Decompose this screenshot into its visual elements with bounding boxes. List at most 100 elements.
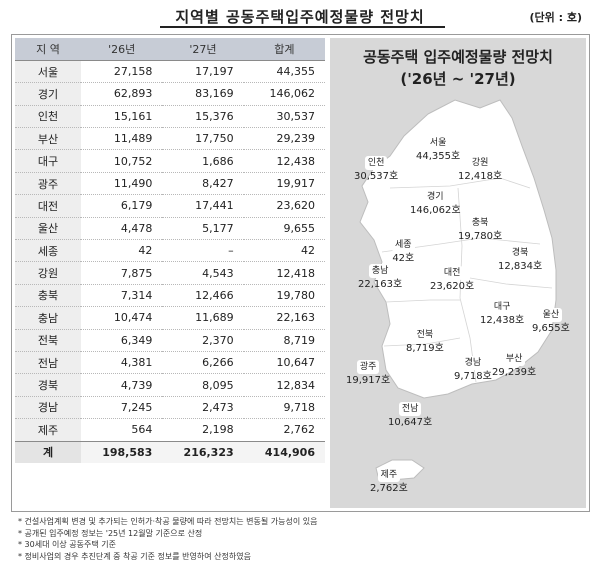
map-label-value: 44,355호 (416, 151, 461, 162)
cell-total: 9,718 (243, 396, 325, 420)
table-row: 경북 4,739 8,095 12,834 (15, 373, 325, 397)
cell-region: 울산 (15, 217, 81, 241)
map-label: 대전 23,620호 (430, 266, 474, 293)
cell-region: 경북 (15, 373, 81, 397)
cell-2026: 15,161 (81, 105, 163, 129)
map-title: 공동주택 입주예정물량 전망치 ('26년 ~ '27년) (330, 46, 586, 90)
cell-2027: 216,323 (162, 440, 244, 464)
map-label-value: 9,655호 (532, 323, 570, 334)
cell-2026: 7,245 (81, 396, 163, 420)
map-label-region: 대구 (490, 300, 514, 314)
map-label-region: 경기 (424, 190, 447, 204)
cell-region: 대구 (15, 149, 81, 173)
table-row: 경기 62,893 83,169 146,062 (15, 82, 325, 106)
cell-total: 8,719 (243, 329, 325, 352)
cell-2027: 1,686 (162, 149, 244, 173)
map-label-value: 12,418호 (458, 171, 503, 182)
border-south (385, 299, 460, 303)
table-row: 세종 42–42 (15, 239, 325, 263)
map-label: 충남 22,163호 (358, 264, 402, 291)
cell-total: 23,620 (243, 194, 325, 218)
map-label: 광주 19,917호 (346, 360, 390, 387)
cell-total: 12,834 (243, 373, 325, 397)
cell-region: 전남 (15, 351, 81, 375)
table-row: 인천 15,161 15,376 30,537 (15, 105, 325, 129)
map-label-region: 경남 (461, 356, 485, 370)
table-total-row: 계 198,583 216,323 414,906 (15, 440, 325, 464)
content-frame (11, 34, 590, 512)
border-mid-west (457, 187, 477, 383)
cell-total: 414,906 (243, 440, 325, 464)
map-label-region: 경북 (508, 246, 532, 260)
map-title-line1: 공동주택 입주예정물량 전망치 (363, 48, 553, 66)
cell-2026: 10,752 (81, 149, 163, 173)
map-label-region: 강원 (468, 156, 492, 170)
cell-2027: 2,198 (162, 418, 244, 442)
map-label-region: 광주 (356, 360, 380, 374)
region-table: 지 역 '26년 '27년 합계 서울 27,158 17,197 44,355 경기 6… (15, 38, 325, 464)
cell-2027: 17,750 (162, 127, 244, 151)
cell-region: 충북 (15, 284, 81, 308)
unit-label: (단위 : 호) (529, 11, 582, 24)
footnote-4: * 정비사업의 경우 추진단계 중 착공 기준 정보를 반영하여 산정하였음 (18, 551, 251, 561)
map-label-value: 2,762호 (370, 483, 408, 494)
cell-total: 146,062 (243, 82, 325, 106)
map-label-value: 10,647호 (388, 417, 433, 428)
cell-region: 서울 (15, 60, 81, 84)
cell-total: 30,537 (243, 105, 325, 129)
table-body: 서울 27,158 17,197 44,355 경기 62,893 83,169 146,06… (15, 60, 325, 464)
map-label-value: 9,718호 (454, 371, 492, 382)
cell-region: 대전 (15, 194, 81, 218)
map-label: 인천 30,537호 (354, 156, 398, 183)
table-row: 울산 4,478 5,177 9,655 (15, 217, 325, 241)
cell-region: 광주 (15, 172, 81, 196)
map-label: 충북 19,780호 (458, 216, 502, 243)
cell-region: 부산 (15, 127, 81, 151)
table-row: 대전 6,179 17,441 23,620 (15, 194, 325, 218)
map-label-value: 19,780호 (458, 231, 503, 242)
table-row: 제주 564 2,198 2,762 (15, 418, 325, 442)
map-label-value: 12,438호 (480, 315, 525, 326)
map-title-line2: ('26년 ~ '27년) (400, 70, 516, 88)
border-southwest (383, 337, 461, 347)
footnote-3: * 30세대 이상 공동주택 기준 (18, 540, 116, 549)
cell-2026: 42 (81, 239, 163, 263)
cell-region: 계 (15, 440, 81, 464)
cell-2026: 6,179 (81, 194, 163, 218)
cell-2026: 4,478 (81, 217, 163, 241)
map-label-region: 인천 (364, 156, 388, 170)
map-label: 경남 9,718호 (454, 356, 492, 383)
cell-2027: 4,543 (162, 261, 244, 285)
map-label-region: 제주 (377, 468, 401, 482)
map-label: 대구 12,438호 (480, 300, 524, 327)
map-label: 제주 2,762호 (370, 468, 408, 495)
cell-region: 강원 (15, 261, 81, 285)
cell-region: 충남 (15, 306, 81, 330)
table-header-row: 지 역 '26년 '27년 합계 (15, 38, 325, 61)
cell-2027: 17,441 (162, 194, 244, 218)
cell-2026: 62,893 (81, 82, 163, 106)
table-row: 경남 7,245 2,473 9,718 (15, 396, 325, 420)
table-row: 광주 11,490 8,427 19,917 (15, 172, 325, 196)
map-label-value: 42호 (392, 253, 415, 264)
map-label-value: 146,062호 (410, 205, 461, 216)
border-north (389, 177, 531, 189)
cell-2026: 4,381 (81, 351, 163, 375)
table-row: 서울 27,158 17,197 44,355 (15, 60, 325, 84)
map-label: 서울 44,355호 (416, 136, 460, 163)
cell-region: 경기 (15, 82, 81, 106)
cell-2027: 17,197 (162, 60, 244, 84)
header-region: 지 역 (15, 38, 81, 61)
map-label-value: 23,620호 (430, 281, 475, 292)
border-east (469, 277, 553, 289)
cell-2026: 11,489 (81, 127, 163, 151)
map-label: 전남 10,647호 (388, 402, 432, 429)
footnotes: * 건설사업계획 변경 및 추가되는 인허가·착공 물량에 따라 전망치는 변동… (18, 516, 317, 562)
map-label-region: 세종 (392, 238, 415, 252)
map-label-value: 12,834호 (498, 261, 543, 272)
map-label: 경기 146,062호 (410, 190, 461, 217)
cell-2026: 4,739 (81, 373, 163, 397)
cell-2026: 7,875 (81, 261, 163, 285)
cell-total: 19,780 (243, 284, 325, 308)
map-label-value: 30,537호 (354, 171, 399, 182)
